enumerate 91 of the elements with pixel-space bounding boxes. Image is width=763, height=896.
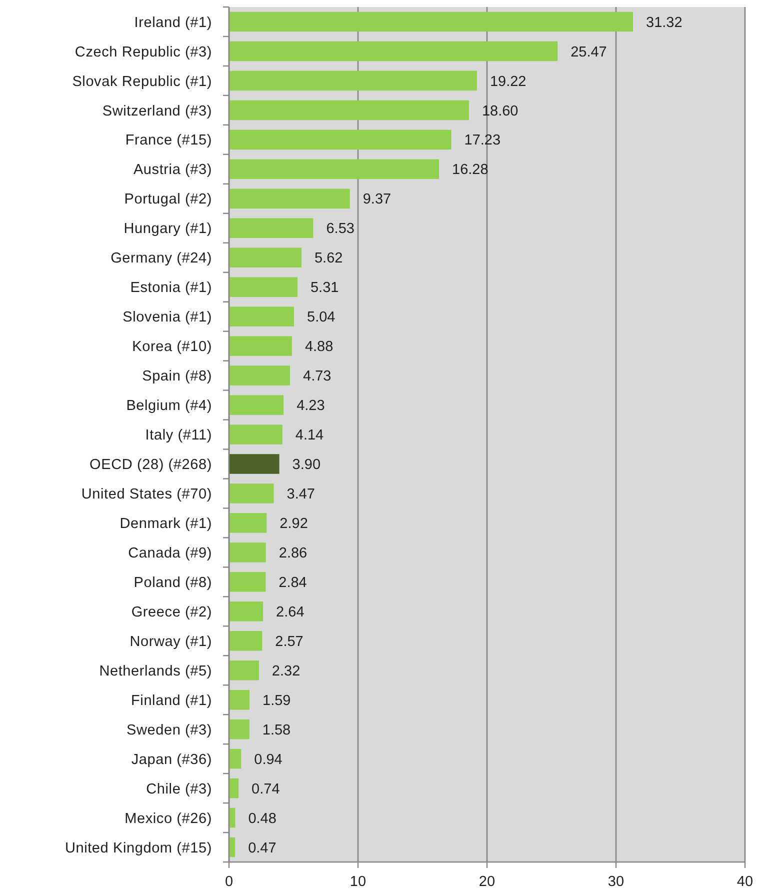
- y-tick-label: Belgium (#4): [126, 398, 212, 414]
- y-tick-label: Portugal (#2): [124, 192, 212, 208]
- data-label: 1.59: [262, 692, 291, 709]
- y-tick-label: Spain (#8): [142, 368, 212, 385]
- bar: [229, 100, 469, 120]
- data-label: 4.23: [296, 398, 325, 414]
- bar: [229, 12, 634, 32]
- bar: [229, 366, 290, 386]
- bar: [229, 484, 274, 504]
- data-label: 0.47: [248, 840, 276, 856]
- bar: [229, 41, 558, 62]
- y-tick-label: Switzerland (#3): [102, 103, 212, 120]
- bar: [229, 306, 294, 326]
- bar: [229, 188, 350, 209]
- data-label: 4.14: [295, 428, 324, 444]
- y-tick-label: France (#15): [125, 132, 212, 149]
- data-label: 17.23: [464, 132, 501, 149]
- data-label: 3.47: [286, 486, 315, 503]
- x-tick-label: 10: [350, 874, 366, 890]
- x-tick-label: 0: [224, 874, 234, 890]
- y-tick-label: Czech Republic (#3): [74, 44, 212, 60]
- x-tick-label: 20: [478, 874, 496, 890]
- y-tick-label: Slovak Republic (#1): [72, 74, 212, 90]
- y-tick-label: Netherlands (#5): [99, 663, 212, 680]
- bar: [229, 70, 477, 91]
- y-tick-label: Poland (#8): [134, 574, 212, 591]
- data-label: 16.28: [452, 162, 488, 178]
- data-label: 4.73: [303, 368, 332, 385]
- bar: [229, 778, 239, 798]
- data-label: 31.32: [646, 14, 682, 31]
- data-label: 2.92: [280, 516, 308, 532]
- y-tick-label: Estonia (#1): [130, 280, 212, 296]
- bar: [229, 424, 282, 444]
- data-label: 6.53: [326, 221, 354, 238]
- x-tick-label: 40: [736, 874, 754, 890]
- data-label: 4.88: [304, 339, 334, 356]
- data-label: 18.60: [482, 103, 518, 120]
- y-tick-label: United Kingdom (#15): [64, 840, 212, 856]
- data-label: 3.90: [292, 457, 321, 474]
- data-label: 0.94: [254, 752, 282, 768]
- data-label: 2.57: [275, 634, 304, 650]
- bar: [229, 837, 236, 858]
- bar: [229, 248, 302, 268]
- bar: [229, 572, 266, 592]
- data-label: 1.58: [262, 722, 291, 738]
- y-tick-label: Sweden (#3): [126, 722, 212, 738]
- bar: [229, 690, 250, 710]
- bar: [229, 454, 280, 474]
- y-tick-label: Slovenia (#1): [122, 310, 212, 326]
- bar: [229, 218, 314, 238]
- bar: [229, 395, 284, 415]
- y-tick-label: Italy (#11): [145, 428, 212, 444]
- data-label: 2.84: [278, 574, 307, 591]
- data-label: 5.04: [307, 310, 336, 326]
- bar: [229, 660, 259, 680]
- y-tick-label: Japan (#36): [131, 752, 212, 768]
- bar: [229, 542, 266, 562]
- bar: [229, 513, 267, 533]
- y-tick-label: Denmark (#1): [120, 516, 212, 532]
- data-label: 0.48: [248, 810, 276, 827]
- x-tick-label: 30: [608, 874, 624, 890]
- bar: [229, 602, 264, 622]
- y-tick-label: Korea (#10): [132, 339, 212, 356]
- y-tick-label: Canada (#9): [128, 546, 212, 562]
- y-tick-label: Austria (#3): [133, 162, 212, 178]
- bar: [229, 159, 440, 180]
- y-tick-label: Mexico (#26): [124, 810, 212, 827]
- y-tick-label: OECD (28) (#268): [90, 457, 212, 474]
- data-label: 9.37: [362, 192, 392, 208]
- data-label: 2.86: [278, 546, 308, 562]
- y-tick-label: Ireland (#1): [134, 14, 212, 31]
- bar: [229, 277, 298, 297]
- y-tick-label: Norway (#1): [130, 634, 212, 650]
- bar: [229, 631, 262, 651]
- data-label: 5.62: [314, 250, 343, 267]
- bar: [229, 719, 250, 740]
- y-tick-label: Hungary (#1): [124, 221, 212, 238]
- data-label: 19.22: [490, 74, 526, 90]
- y-tick-label: Chile (#3): [146, 781, 212, 798]
- y-tick-label: United States (#70): [81, 486, 212, 503]
- y-tick-label: Finland (#1): [131, 692, 212, 709]
- bar: [229, 748, 242, 769]
- data-label: 2.64: [276, 604, 304, 620]
- bar: [229, 336, 292, 356]
- data-label: 2.32: [272, 663, 300, 680]
- bar: [229, 130, 452, 150]
- data-label: 5.31: [310, 280, 339, 296]
- data-label: 25.47: [570, 44, 607, 60]
- y-tick-label: Germany (#24): [110, 250, 212, 267]
- y-tick-label: Greece (#2): [131, 604, 212, 620]
- data-label: 0.74: [252, 781, 280, 798]
